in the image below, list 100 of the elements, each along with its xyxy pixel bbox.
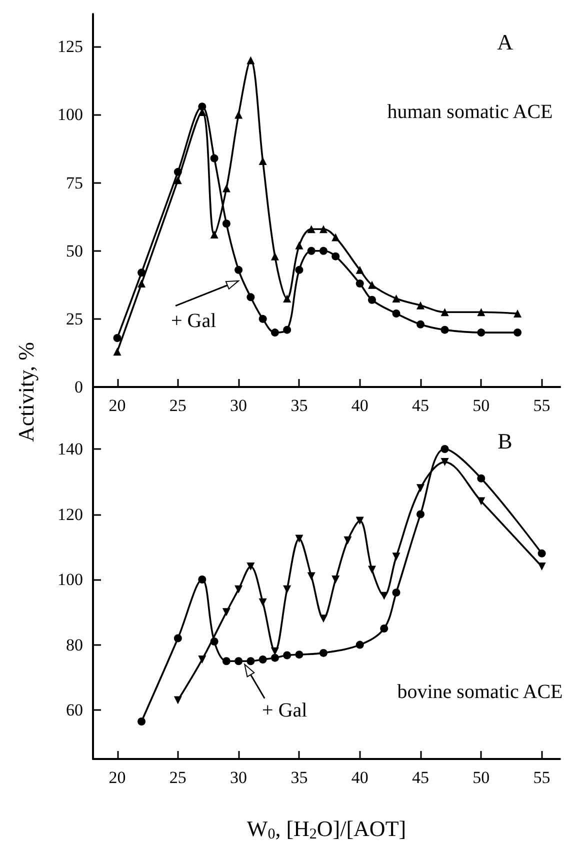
point [270,252,279,260]
point [198,655,206,664]
annotation: B [498,428,512,454]
point [356,280,364,288]
point [416,301,425,310]
annotation: A [497,30,514,54]
y-tick-label: 100 [58,570,83,590]
y-axis-title: Activity, % [14,342,38,442]
x-tick-label: 55 [533,768,550,787]
y-tick-label: 140 [58,440,83,458]
point [319,614,328,623]
point [246,293,255,302]
point [368,566,376,574]
point [234,110,243,119]
point [477,308,486,316]
point [258,655,267,664]
y-tick-label: 25 [66,309,83,328]
point [198,102,206,111]
x-tick-label: 25 [169,768,186,787]
point [222,184,230,192]
point [307,246,316,255]
point [440,445,449,453]
point [283,651,292,660]
point [368,280,376,289]
point [174,634,182,642]
point [356,266,364,274]
point [174,696,182,704]
point [295,241,304,250]
x-tick-label: 45 [412,396,430,415]
annotation: bovine somatic ACE [397,681,563,703]
point [416,484,425,492]
point [295,650,304,659]
point [210,230,218,239]
point [477,474,486,482]
point [356,516,364,525]
point [307,572,316,580]
x-tick-label: 40 [351,396,368,415]
point [344,536,352,544]
x-tick-label: 25 [169,396,186,415]
point [283,294,292,303]
point [440,308,449,316]
point [246,657,255,666]
point [246,562,255,570]
x-tick-label: 55 [533,396,550,415]
point [477,328,486,337]
point [283,326,292,334]
point [234,657,243,666]
x-tick-label: 45 [412,768,430,787]
annotation: human somatic ACE [387,101,553,123]
point [356,640,364,649]
x-tick-label: 35 [290,768,308,787]
point [440,458,449,466]
point [222,220,230,228]
point [392,552,400,561]
point [368,296,376,304]
point [210,638,218,646]
point [319,648,328,657]
point [222,608,230,616]
point [392,588,400,597]
annotation: + Gal [170,310,217,332]
y-tick-label: 75 [66,173,83,192]
point [113,348,122,356]
y-tick-label: 0 [74,378,83,396]
point [222,657,230,666]
annotation: + Gal [262,699,308,722]
point [380,592,388,600]
x-tick-label: 30 [230,768,248,787]
point [113,334,122,342]
point [514,328,522,337]
point [258,598,267,606]
x-tick-label: 20 [108,396,126,415]
point [138,717,146,726]
point [416,510,425,518]
point [332,252,340,260]
point [210,154,218,162]
point [392,294,400,303]
point [283,585,292,594]
point [258,314,267,323]
point [416,320,425,328]
x-tick-label: 35 [290,396,308,415]
point [514,309,522,318]
point [295,266,304,274]
point [319,246,328,255]
point [332,233,340,242]
y-tick-label: 60 [66,700,83,720]
point [138,280,146,288]
point [270,328,279,337]
point [440,326,449,334]
point [270,654,279,662]
x-tick-label: 50 [472,768,490,787]
point [198,576,206,584]
point [138,268,146,277]
y-tick-label: 120 [58,504,83,524]
y-tick-label: 80 [66,635,83,654]
x-tick-label: 40 [351,768,368,787]
point [234,266,243,274]
x-tick-label: 50 [472,396,490,415]
x-tick-label: 30 [230,396,248,415]
y-tick-label: 100 [58,105,83,124]
y-tick-label: 50 [66,241,83,260]
